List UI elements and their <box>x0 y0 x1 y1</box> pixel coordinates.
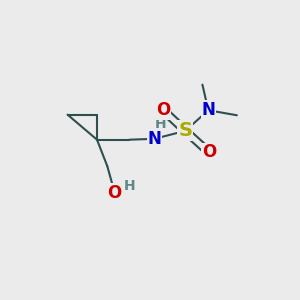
Text: H: H <box>154 117 166 131</box>
Text: N: N <box>201 101 215 119</box>
Text: O: O <box>202 143 216 161</box>
Text: N: N <box>148 130 161 148</box>
Text: H: H <box>124 179 136 193</box>
Text: O: O <box>107 184 122 202</box>
Text: O: O <box>156 101 170 119</box>
Text: S: S <box>178 122 192 140</box>
